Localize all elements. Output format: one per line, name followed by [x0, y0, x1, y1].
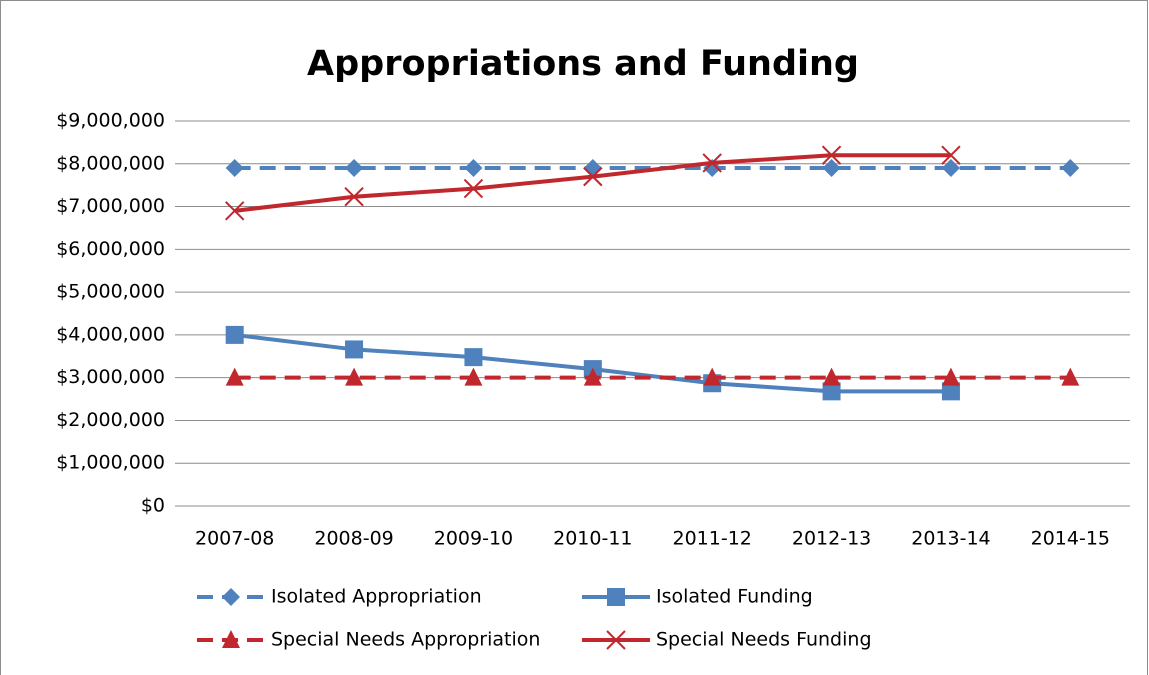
y-tick-label: $5,000,000	[56, 281, 165, 303]
y-tick-label: $0	[141, 495, 165, 517]
chart-title: Appropriations and Funding	[307, 44, 859, 84]
x-tick-label: 2009-10	[434, 528, 513, 550]
legend-marker	[222, 630, 240, 648]
y-tick-label: $9,000,000	[56, 110, 165, 132]
point-marker	[225, 367, 244, 386]
point-marker	[822, 382, 841, 401]
point-marker	[345, 159, 364, 178]
y-tick-label: $3,000,000	[56, 366, 165, 388]
point-marker	[464, 367, 483, 386]
y-tick-label: $2,000,000	[56, 409, 165, 431]
y-tick-label: $7,000,000	[56, 195, 165, 217]
y-tick-label: $8,000,000	[56, 152, 165, 174]
point-marker	[941, 367, 960, 386]
point-marker	[702, 153, 722, 173]
point-marker	[941, 382, 960, 401]
x-tick-label: 2013-14	[911, 528, 990, 550]
x-tick-label: 2008-09	[314, 528, 393, 550]
point-marker	[583, 367, 602, 386]
point-marker	[464, 348, 483, 367]
legend-marker	[222, 588, 240, 606]
point-marker	[822, 159, 841, 178]
point-marker	[225, 325, 244, 344]
point-marker	[822, 367, 841, 386]
point-marker	[941, 159, 960, 178]
y-tick-label: $6,000,000	[56, 238, 165, 260]
point-marker	[703, 367, 722, 386]
x-tick-label: 2007-08	[195, 528, 274, 550]
point-marker	[821, 145, 842, 165]
point-marker	[464, 159, 483, 178]
point-marker	[225, 159, 244, 178]
point-marker	[463, 178, 484, 199]
legend-marker	[607, 588, 625, 606]
legend-label: Special Needs Funding	[656, 629, 872, 651]
point-marker	[941, 145, 961, 165]
point-marker	[344, 187, 364, 207]
legend-label: Isolated Funding	[656, 586, 813, 608]
point-marker	[1061, 367, 1080, 386]
point-marker	[345, 340, 364, 359]
x-tick-label: 2010-11	[553, 528, 632, 550]
point-marker	[1061, 159, 1080, 178]
point-marker	[224, 201, 245, 221]
legend-label: Isolated Appropriation	[271, 586, 482, 608]
x-tick-label: 2012-13	[792, 528, 871, 550]
point-marker	[583, 166, 603, 187]
y-tick-label: $1,000,000	[56, 452, 165, 474]
point-marker	[345, 367, 364, 386]
legend-marker	[606, 630, 626, 650]
legend-label: Special Needs Appropriation	[271, 629, 540, 651]
x-tick-label: 2014-15	[1031, 528, 1110, 550]
y-tick-label: $4,000,000	[56, 323, 165, 345]
x-tick-label: 2011-12	[672, 528, 751, 550]
